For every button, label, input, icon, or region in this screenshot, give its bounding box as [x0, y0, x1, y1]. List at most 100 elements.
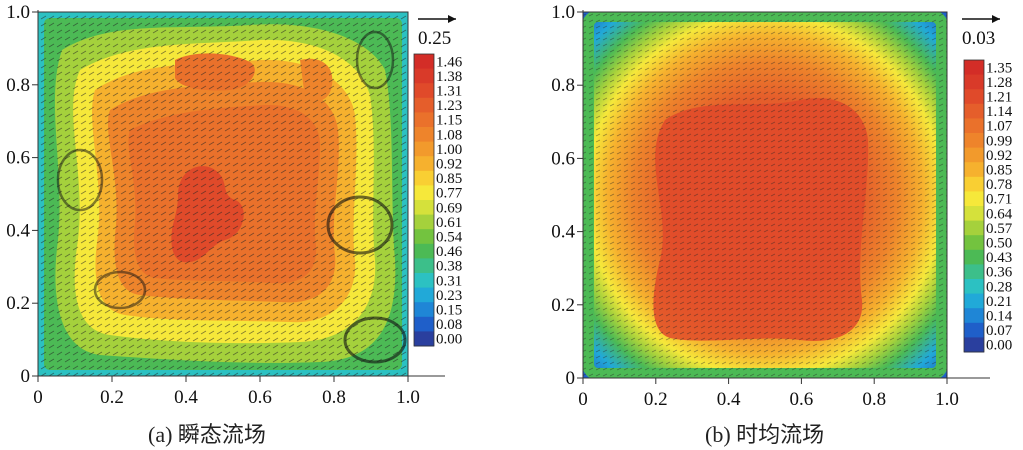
- colorbar-label: 0.57: [986, 221, 1013, 237]
- colorbar-label: 0.21: [986, 294, 1012, 310]
- colorbar-swatch: [414, 273, 434, 289]
- colorbar-swatch: [964, 220, 984, 236]
- x-tick-label: 0.6: [248, 387, 272, 408]
- colorbar-label: 0.38: [436, 259, 462, 275]
- y-tick-label: 0.6: [551, 148, 575, 169]
- x-tick-label: 1.0: [396, 387, 420, 408]
- colorbar-swatch: [414, 97, 434, 113]
- colorbar-label: 0.08: [436, 317, 462, 333]
- colorbar-swatch: [964, 337, 984, 353]
- colorbar-a: 1.461.381.311.231.151.081.000.920.850.77…: [413, 53, 463, 348]
- x-tick-label: 0.8: [862, 389, 886, 410]
- x-tick-label: 0: [33, 387, 43, 408]
- colorbar-swatch: [414, 214, 434, 230]
- colorbar-swatch: [964, 206, 984, 222]
- colorbar-swatch: [414, 316, 434, 332]
- y-tick-label: 0.4: [6, 220, 30, 241]
- x-tick-label: 1.0: [935, 389, 959, 410]
- colorbar-swatch: [414, 83, 434, 99]
- colorbar-swatch: [964, 118, 984, 134]
- colorbar-label: 1.07: [986, 119, 1013, 135]
- y-tick-label: 0.4: [551, 222, 575, 243]
- colorbar-label: 0.00: [986, 338, 1012, 354]
- colorbar-label: 0.50: [986, 236, 1012, 252]
- y-tick-label: 0: [566, 368, 576, 389]
- x-tick-label: 0.8: [322, 387, 346, 408]
- colorbar-swatch: [964, 322, 984, 338]
- y-tick-label: 0.2: [6, 293, 30, 314]
- x-tick-label: 0.4: [717, 389, 741, 410]
- colorbar-label: 0.07: [986, 323, 1013, 339]
- colorbar-label: 0.28: [986, 279, 1012, 295]
- colorbar-label: 0.61: [436, 215, 462, 231]
- colorbar-swatch: [964, 89, 984, 105]
- panel-b: 0 0.2 0.4 0.6 0.8 1.0 0 0.2 0.4 0.6 0.8 1.0 0.03 1…: [551, 2, 1013, 447]
- colorbar-swatch: [414, 200, 434, 216]
- x-tick-label: 0.2: [644, 389, 668, 410]
- colorbar-swatch: [414, 54, 434, 70]
- colorbar-swatch: [964, 279, 984, 295]
- colorbar-swatch: [964, 191, 984, 207]
- x-tick-label: 0.6: [790, 389, 814, 410]
- colorbar-label: 1.31: [436, 84, 462, 100]
- caption-a: (a) 瞬态流场: [148, 422, 266, 447]
- colorbar-label: 1.23: [436, 98, 462, 114]
- colorbar-label: 1.46: [436, 54, 463, 70]
- colorbar-label: 0.92: [986, 148, 1012, 164]
- y-tick-label: 0.2: [551, 295, 575, 316]
- reference-vector-b: 0.03: [962, 15, 1000, 49]
- colorbar-swatch: [964, 249, 984, 265]
- panel-a: 0 0.2 0.4 0.6 0.8 1.0 0 0.2 0.4 0.6 0.8 1.0 0.25 1…: [6, 2, 463, 447]
- colorbar-label: 0.92: [436, 157, 462, 173]
- reference-vector-a: 0.25: [418, 15, 456, 49]
- colorbar-swatch: [964, 147, 984, 163]
- colorbar-swatch: [964, 293, 984, 309]
- y-tick-label: 1.0: [6, 2, 30, 23]
- colorbar-swatch: [414, 170, 434, 186]
- x-ticks-b: 0 0.2 0.4 0.6 0.8 1.0: [578, 378, 959, 410]
- colorbar-swatch: [964, 133, 984, 149]
- colorbar-swatch: [414, 331, 434, 347]
- colorbar-label: 0.46: [436, 244, 463, 260]
- colorbar-label: 1.15: [436, 113, 462, 129]
- x-tick-label: 0: [578, 389, 588, 410]
- colorbar-label: 1.38: [436, 69, 462, 85]
- contour-field-a: [38, 12, 408, 376]
- colorbar-swatch: [414, 112, 434, 128]
- colorbar-swatch: [964, 264, 984, 280]
- reference-vector-label-b: 0.03: [962, 28, 995, 49]
- colorbar-label: 0.99: [986, 133, 1012, 149]
- colorbar-label: 1.35: [986, 60, 1012, 76]
- colorbar-swatch: [414, 141, 434, 157]
- colorbar-label: 1.21: [986, 90, 1012, 106]
- colorbar-frame: [963, 59, 985, 353]
- colorbar-swatch: [414, 258, 434, 274]
- colorbar-swatch: [414, 229, 434, 245]
- x-tick-label: 0.4: [174, 387, 198, 408]
- colorbar-swatch: [414, 68, 434, 84]
- y-tick-label: 0.8: [6, 75, 30, 96]
- colorbar-label: 0.54: [436, 230, 463, 246]
- y-tick-label: 0.6: [6, 148, 30, 169]
- colorbar-label: 0.43: [986, 250, 1012, 266]
- colorbar-label: 0.14: [986, 309, 1013, 325]
- colorbar-label: 0.85: [436, 171, 462, 187]
- colorbar-swatch: [414, 243, 434, 259]
- colorbar-label: 0.23: [436, 288, 462, 304]
- colorbar-swatch: [964, 103, 984, 119]
- colorbar-swatch: [964, 74, 984, 90]
- colorbar-label: 0.00: [436, 332, 462, 348]
- colorbar-label: 0.77: [436, 186, 463, 202]
- colorbar-label: 0.15: [436, 303, 462, 319]
- colorbar-label: 1.14: [986, 104, 1013, 120]
- colorbar-label: 1.28: [986, 75, 1012, 91]
- y-ticks-b: 0 0.2 0.4 0.6 0.8 1.0: [551, 2, 583, 389]
- colorbar-label: 1.08: [436, 127, 462, 143]
- colorbar-swatch: [964, 235, 984, 251]
- y-ticks-a: 0 0.2 0.4 0.6 0.8 1.0: [6, 2, 38, 387]
- colorbar-label: 0.78: [986, 177, 1012, 193]
- colorbar-swatch: [414, 156, 434, 172]
- y-tick-label: 1.0: [551, 2, 575, 23]
- colorbar-label: 0.64: [986, 206, 1013, 222]
